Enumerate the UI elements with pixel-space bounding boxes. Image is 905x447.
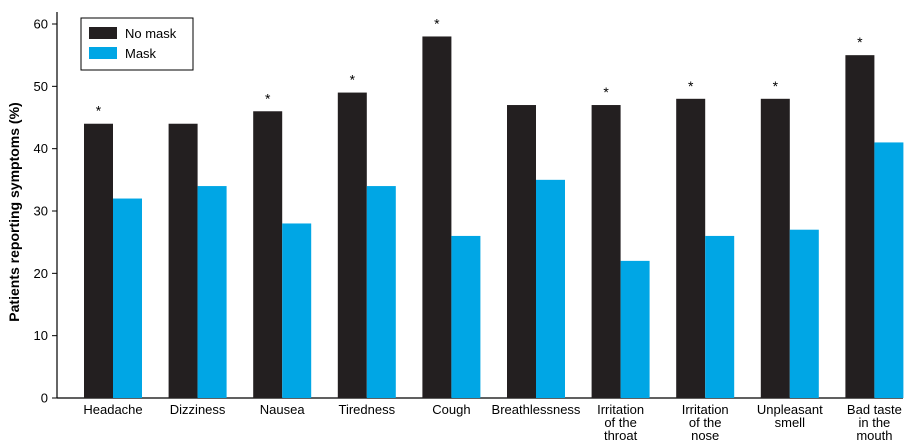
bar-no-mask (845, 55, 875, 399)
legend-swatch (89, 27, 117, 39)
category-label: Dizziness (170, 402, 226, 417)
bars (84, 36, 904, 399)
bar-mask (620, 260, 650, 398)
category-label-line: Irritation (597, 402, 644, 417)
category-label-line: Dizziness (170, 402, 226, 417)
category-label-line: Tiredness (338, 402, 395, 417)
significance-marker: * (688, 78, 694, 94)
significance-marker: * (603, 84, 609, 100)
legend-label: No mask (125, 26, 177, 41)
y-tick-label: 30 (34, 204, 48, 219)
y-tick-label: 0 (41, 391, 48, 406)
significance-marker: * (265, 90, 271, 106)
category-label: Nausea (260, 402, 306, 417)
legend-label: Mask (125, 46, 157, 61)
category-label: Headache (83, 402, 142, 417)
bar-no-mask (676, 98, 706, 399)
bar-mask (113, 198, 142, 398)
bar-mask (874, 142, 904, 398)
category-label-line: of the (689, 415, 722, 430)
category-label-line: Unpleasant (757, 402, 823, 417)
bar-mask (705, 235, 735, 398)
bar-no-mask (337, 92, 367, 399)
category-label: Unpleasant smell (757, 402, 823, 430)
category-label: Irritation of the nose (682, 402, 729, 443)
y-tick-label: 20 (34, 266, 48, 281)
labels: * Headache Dizziness * Nausea * Tiredness * Coug… (83, 15, 902, 443)
significance-marker: * (350, 72, 356, 88)
category-label: Breathlessness (492, 402, 581, 417)
significance-marker: * (434, 15, 440, 31)
bar-no-mask (84, 123, 113, 398)
bar-no-mask (168, 123, 198, 398)
bar-no-mask (507, 105, 536, 399)
bar-no-mask (422, 36, 452, 398)
legend: No mask Mask (80, 17, 194, 71)
category-label-line: nose (691, 428, 719, 443)
legend-box (80, 17, 194, 71)
category-label: Bad taste in the mouth (847, 402, 902, 443)
bar-no-mask (591, 105, 621, 399)
category-label-line: Headache (83, 402, 142, 417)
significance-marker: * (857, 34, 863, 50)
category-label-line: smell (775, 415, 805, 430)
category-label: Cough (432, 402, 470, 417)
bar-no-mask (253, 111, 283, 399)
category-label-line: Nausea (260, 402, 306, 417)
y-axis-label: Patients reporting symptoms (%) (6, 102, 22, 321)
category-label-line: mouth (856, 428, 892, 443)
category-label-line: Cough (432, 402, 470, 417)
category-label-line: Breathlessness (492, 402, 581, 417)
significance-marker: * (773, 78, 779, 94)
bar-mask (197, 186, 227, 398)
significance-marker: * (96, 103, 102, 119)
bar-mask (451, 235, 481, 398)
legend-swatch (89, 47, 117, 59)
category-label-line: of the (604, 415, 637, 430)
bar-mask (536, 179, 565, 398)
y-tick-label: 50 (34, 79, 48, 94)
category-label-line: Irritation (682, 402, 729, 417)
category-label: Tiredness (338, 402, 395, 417)
y-tick-label: 60 (34, 17, 48, 32)
bar-mask (789, 229, 819, 398)
y-tick-label: 40 (34, 141, 48, 156)
bar-mask (366, 186, 396, 398)
bar-no-mask (760, 98, 790, 399)
y-tick-label: 10 (34, 328, 48, 343)
bar-mask (282, 223, 312, 398)
category-label-line: Bad taste (847, 402, 902, 417)
category-label-line: throat (604, 428, 638, 443)
category-label-line: in the (858, 415, 890, 430)
category-label: Irritation of the throat (597, 402, 644, 443)
